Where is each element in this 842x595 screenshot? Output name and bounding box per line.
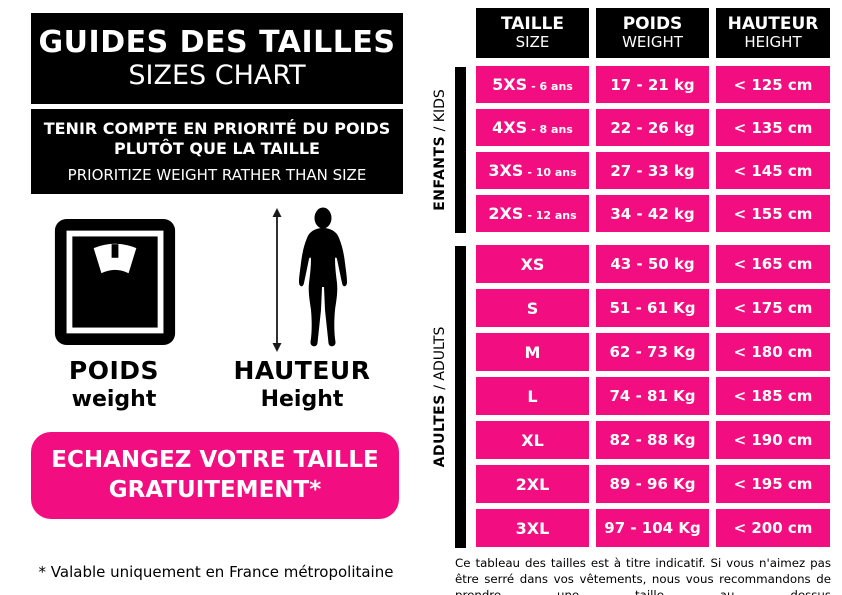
height-cell: < 190 cm [716, 421, 830, 459]
weight-scale-icon [54, 219, 176, 345]
size-value: 3XL [515, 518, 550, 538]
size-value: 5XS [492, 75, 528, 94]
size-value: 3XS [488, 161, 524, 180]
page-title-fr: GUIDES DES TAILLES [38, 24, 396, 60]
weight-legend: POIDS weight [39, 356, 189, 412]
size-cell: M [476, 333, 589, 371]
age-value: - 6 ans [531, 79, 573, 93]
header-weight-column: POIDS WEIGHT [596, 8, 709, 58]
weight-cell: 43 - 50 kg [596, 245, 709, 283]
size-value: 2XL [515, 474, 550, 494]
header-size-column: TAILLE SIZE [476, 8, 589, 58]
size-value: 2XS [488, 204, 524, 223]
header-size-fr: TAILLE [500, 13, 565, 34]
weight-legend-en: weight [71, 387, 157, 412]
height-cell: < 175 cm [716, 289, 830, 327]
age-value: - 10 ans [527, 165, 577, 179]
height-cell: < 145 cm [716, 152, 830, 189]
header-height-fr: HAUTEUR [727, 13, 819, 34]
size-value: 4XS [492, 118, 528, 137]
person-silhouette [299, 207, 347, 347]
notice-en: PRIORITIZE WEIGHT RATHER THAN SIZE [67, 166, 367, 184]
weight-cell: 17 - 21 kg [596, 66, 709, 103]
weight-legend-fr: POIDS [68, 356, 160, 385]
kids-rows: 5XS - 6 ans 17 - 21 kg < 125 cm 4XS - 8 an… [476, 66, 830, 232]
weight-cell: 74 - 81 Kg [596, 377, 709, 415]
weight-cell: 22 - 26 kg [596, 109, 709, 146]
notice-banner: TENIR COMPTE EN PRIORITÉ DU POIDS PLUTÔT… [31, 109, 403, 194]
size-cell: L [476, 377, 589, 415]
size-cell: S [476, 289, 589, 327]
size-cell: XS [476, 245, 589, 283]
kids-label-sep: / [432, 122, 448, 136]
height-cell: < 135 cm [716, 109, 830, 146]
kids-section-label: ENFANTS / KIDS [432, 89, 448, 211]
measure-arrow-icon [272, 208, 282, 352]
height-legend-fr: HAUTEUR [233, 356, 371, 385]
weight-cell: 34 - 42 kg [596, 195, 709, 232]
size-cell: 2XS - 12 ans [476, 195, 589, 232]
height-cell: < 195 cm [716, 465, 830, 503]
height-cell: < 185 cm [716, 377, 830, 415]
exchange-button-line2: GRATUITEMENT* [108, 476, 322, 503]
size-cell: 2XL [476, 465, 589, 503]
disclaimer-text: Ce tableau des tailles est à titre indic… [455, 556, 831, 595]
header-height-column: HAUTEUR HEIGHT [716, 8, 830, 58]
header-size-en: SIZE [515, 33, 550, 52]
size-cell: 5XS - 6 ans [476, 66, 589, 103]
adults-label-en: ADULTS [432, 326, 448, 381]
weight-cell: 97 - 104 Kg [596, 509, 709, 547]
footnote: * Valable uniquement en France métropoli… [38, 563, 394, 581]
height-legend: HAUTEUR Height [227, 356, 377, 412]
height-legend-en: Height [260, 387, 344, 412]
weight-cell: 27 - 33 kg [596, 152, 709, 189]
table-header-row: TAILLE SIZE POIDS WEIGHT HAUTEUR HEIGHT [476, 8, 830, 58]
weight-cell: 62 - 73 Kg [596, 333, 709, 371]
exchange-button-line1: ECHANGEZ VOTRE TAILLE [51, 446, 379, 473]
size-cell: 3XS - 10 ans [476, 152, 589, 189]
size-value: XS [520, 254, 545, 274]
size-cell: 3XL [476, 509, 589, 547]
size-cell: 4XS - 8 ans [476, 109, 589, 146]
size-value: S [526, 298, 539, 318]
height-cell: < 125 cm [716, 66, 830, 103]
weight-cell: 82 - 88 Kg [596, 421, 709, 459]
height-cell: < 165 cm [716, 245, 830, 283]
adults-rows: XS 43 - 50 kg < 165 cm S 51 - 61 Kg < 17… [476, 245, 830, 547]
kids-label-fr: ENFANTS [432, 135, 448, 211]
header-height-en: HEIGHT [744, 33, 802, 52]
height-cell: < 180 cm [716, 333, 830, 371]
adults-label-fr: ADULTES [432, 394, 448, 468]
notice-fr-line1: TENIR COMPTE EN PRIORITÉ DU POIDS [43, 119, 391, 138]
height-cell: < 155 cm [716, 195, 830, 232]
age-value: - 12 ans [527, 208, 577, 222]
adults-section-bar [455, 246, 466, 548]
kids-section-bar [455, 67, 466, 233]
size-cell: XL [476, 421, 589, 459]
adults-section-label: ADULTES / ADULTS [432, 327, 448, 468]
notice-fr-line2: PLUTÔT QUE LA TAILLE [114, 139, 320, 158]
size-value: L [527, 386, 538, 406]
weight-cell: 51 - 61 Kg [596, 289, 709, 327]
person-height-icon [272, 207, 347, 352]
age-value: - 8 ans [531, 122, 573, 136]
weight-cell: 89 - 96 Kg [596, 465, 709, 503]
exchange-size-button[interactable]: ECHANGEZ VOTRE TAILLE GRATUITEMENT* [31, 432, 399, 519]
title-banner: GUIDES DES TAILLES SIZES CHART [31, 13, 403, 104]
size-value: XL [521, 430, 544, 450]
header-weight-fr: POIDS [622, 13, 683, 34]
adults-label-sep: / [432, 380, 448, 395]
page-title-en: SIZES CHART [128, 60, 306, 92]
kids-label-en: KIDS [432, 89, 448, 123]
size-value: M [524, 342, 541, 362]
header-weight-en: WEIGHT [622, 33, 683, 52]
height-cell: < 200 cm [716, 509, 830, 547]
